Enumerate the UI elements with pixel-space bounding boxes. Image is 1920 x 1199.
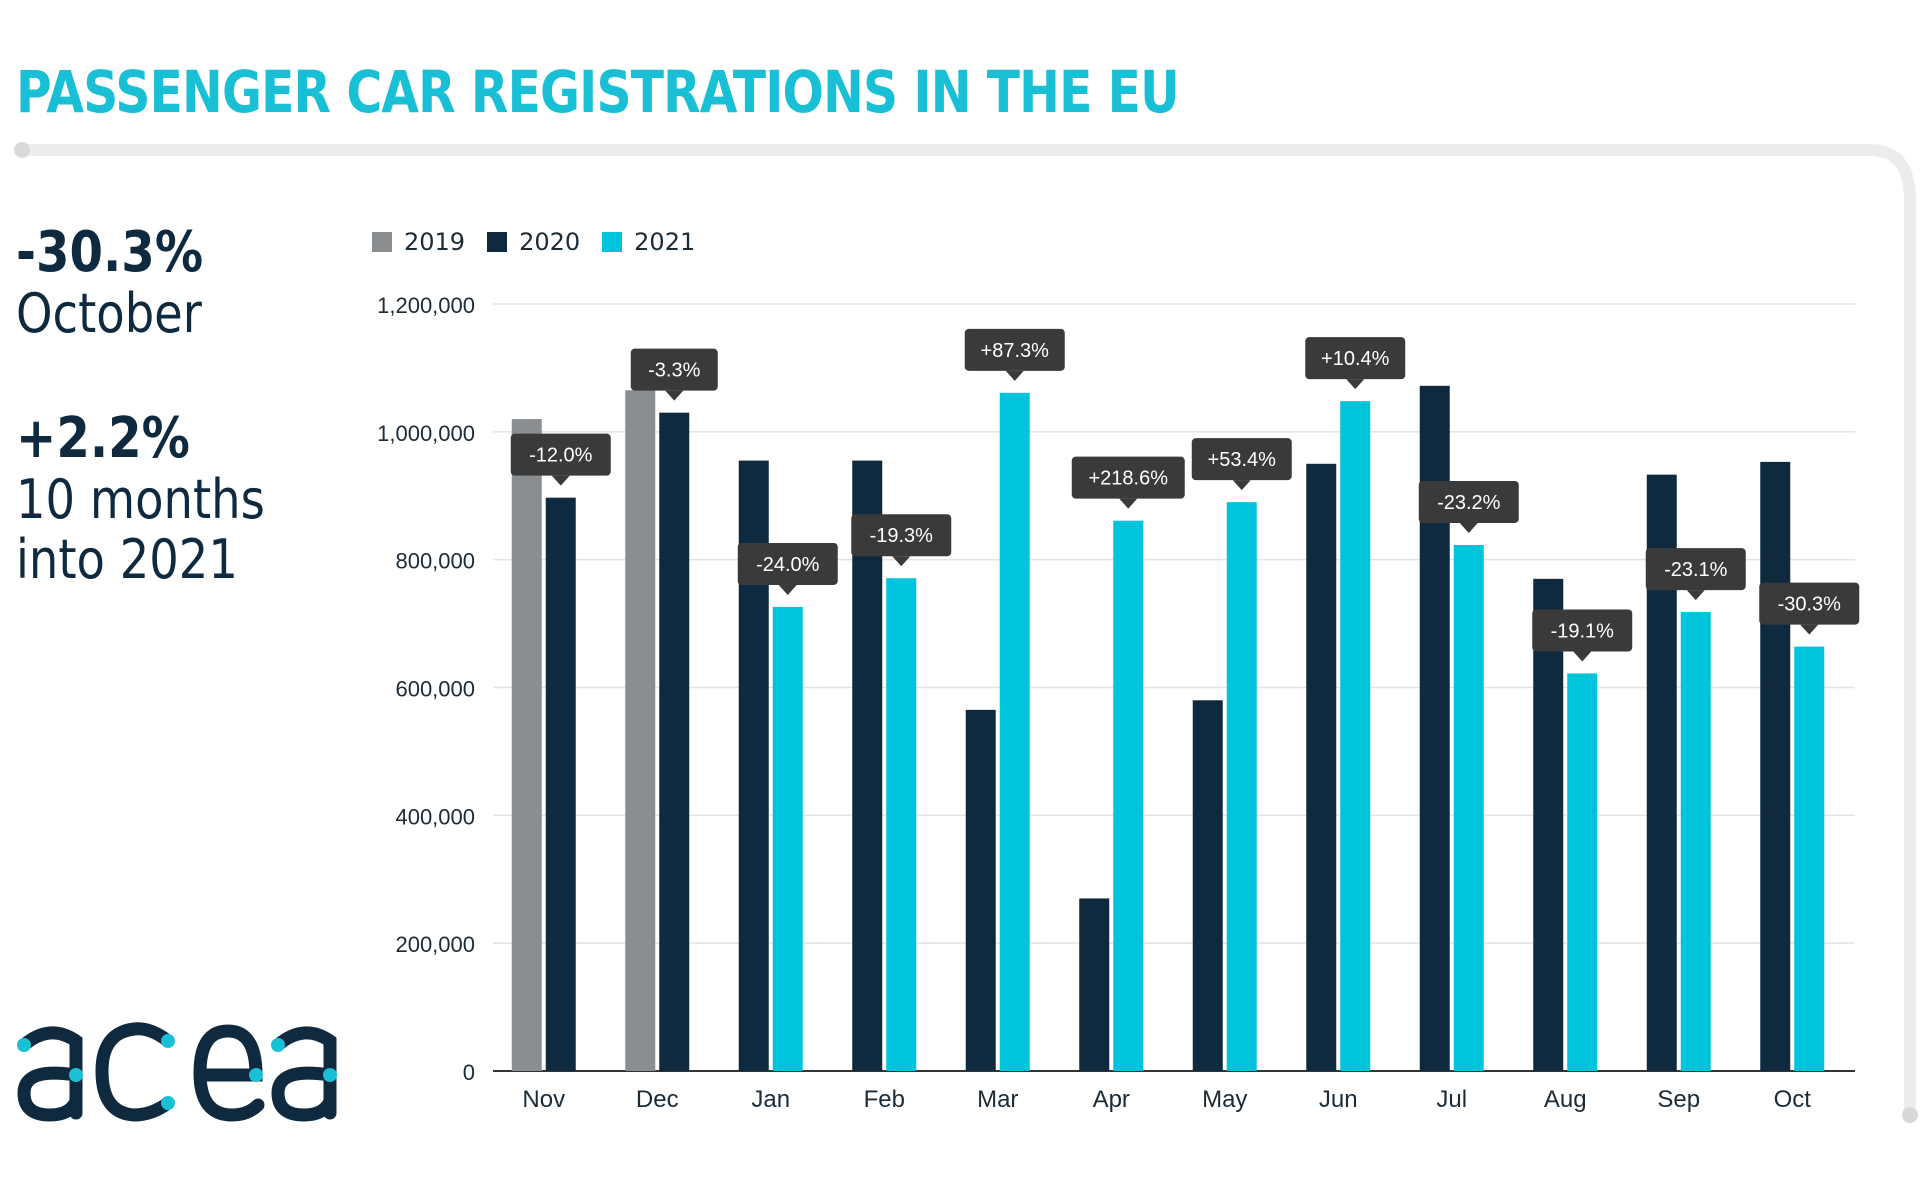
bar-2021-feb <box>886 578 917 1071</box>
change-badge: -23.2% <box>1418 480 1519 533</box>
kpi-october-label: October <box>16 282 202 345</box>
y-tick-label: 800,000 <box>395 549 475 574</box>
bar-2021-jun <box>1340 401 1371 1071</box>
bar-2020-oct <box>1760 461 1791 1072</box>
bar-2021-jul <box>1453 544 1484 1071</box>
change-badge: -3.3% <box>630 348 718 401</box>
kpi-ytd-label: 10 months into 2021 <box>16 468 265 591</box>
bar-2021-jan <box>772 606 803 1071</box>
change-badge-label: -24.0% <box>756 554 820 576</box>
change-badge-label: -19.1% <box>1551 620 1615 642</box>
legend-label-2019: 2019 <box>404 228 466 256</box>
bar-2020-may <box>1192 700 1223 1071</box>
bar-2020-dec <box>659 412 690 1071</box>
x-tick-label: Jan <box>751 1086 790 1113</box>
x-tick-label: Oct <box>1774 1086 1812 1113</box>
bar-2021-may <box>1226 502 1257 1071</box>
change-badge-label: -23.2% <box>1437 492 1501 514</box>
x-tick-label: Jul <box>1436 1086 1467 1113</box>
x-tick-label: Nov <box>522 1086 565 1113</box>
x-tick-label: Sep <box>1657 1086 1700 1113</box>
bar-2021-sep <box>1680 612 1711 1071</box>
change-badge-label: -30.3% <box>1778 594 1842 616</box>
change-badge-label: -3.3% <box>648 360 700 382</box>
bar-2020-mar <box>965 709 996 1071</box>
legend-label-2021: 2021 <box>634 228 696 256</box>
change-badge-label: +87.3% <box>981 340 1050 362</box>
kpi-october-value: -30.3% <box>16 220 204 285</box>
change-badge-label: +218.6% <box>1088 468 1168 490</box>
legend-item-2019: 2019 <box>372 228 465 256</box>
bar-2020-aug <box>1533 578 1564 1071</box>
bar-2021-oct <box>1794 646 1825 1071</box>
page-title: PASSENGER CAR REGISTRATIONS IN THE EU <box>16 58 1180 126</box>
acea-logo: acea <box>17 1022 337 1122</box>
change-badge-label: -12.0% <box>529 445 593 467</box>
bar-2020-apr <box>1079 898 1110 1071</box>
x-tick-label: Apr <box>1093 1086 1130 1113</box>
legend-swatch-2020 <box>487 232 508 252</box>
bar-2019-nov <box>511 419 542 1071</box>
x-tick-label: Mar <box>977 1086 1018 1113</box>
change-badge-label: +53.4% <box>1208 449 1277 471</box>
change-badge-label: -19.3% <box>870 525 934 547</box>
change-badge-label: -23.1% <box>1664 559 1728 581</box>
legend-item-2020: 2020 <box>487 228 580 256</box>
legend-label-2020: 2020 <box>519 228 581 256</box>
bar-2020-nov <box>545 497 576 1072</box>
x-tick-label: Feb <box>864 1086 905 1113</box>
change-badge: -24.0% <box>737 542 838 595</box>
kpi-ytd-value: +2.2% <box>16 406 190 471</box>
change-badge: +53.4% <box>1191 438 1292 491</box>
change-badge: -19.3% <box>851 514 952 567</box>
change-badge: -23.1% <box>1645 548 1746 601</box>
y-tick-label: 400,000 <box>395 804 475 829</box>
legend-swatch-2019 <box>372 232 392 252</box>
kpi-october: -30.3% October <box>16 222 234 344</box>
change-badge: +218.6% <box>1071 456 1185 509</box>
legend-item-2021: 2021 <box>602 228 695 256</box>
x-tick-label: Dec <box>636 1086 679 1113</box>
x-tick-label: Aug <box>1544 1086 1587 1113</box>
y-tick-label: 200,000 <box>395 932 475 957</box>
bar-2021-aug <box>1567 673 1598 1071</box>
change-badge-label: +10.4% <box>1321 348 1390 370</box>
change-badge: +10.4% <box>1305 337 1406 390</box>
x-tick-label: Jun <box>1319 1086 1358 1113</box>
bar-2021-mar <box>999 392 1030 1071</box>
y-tick-label: 1,200,000 <box>377 293 475 318</box>
change-badge: -30.3% <box>1759 582 1860 635</box>
kpi-ytd: +2.2% 10 months into 2021 <box>16 408 305 590</box>
y-tick-label: 1,000,000 <box>377 421 475 446</box>
chart-legend: 2019 2020 2021 <box>372 228 695 256</box>
bar-2019-dec <box>625 390 656 1072</box>
y-tick-label: 0 <box>463 1060 475 1085</box>
x-tick-label: May <box>1202 1086 1247 1113</box>
change-badge: -19.1% <box>1532 609 1633 662</box>
y-tick-label: 600,000 <box>395 677 475 702</box>
bar-2020-feb <box>852 460 883 1071</box>
bar-2021-apr <box>1113 520 1144 1071</box>
change-badge: -12.0% <box>510 433 611 486</box>
legend-swatch-2021 <box>602 232 623 252</box>
change-badge: +87.3% <box>964 328 1065 381</box>
bar-2020-jun <box>1306 463 1337 1072</box>
